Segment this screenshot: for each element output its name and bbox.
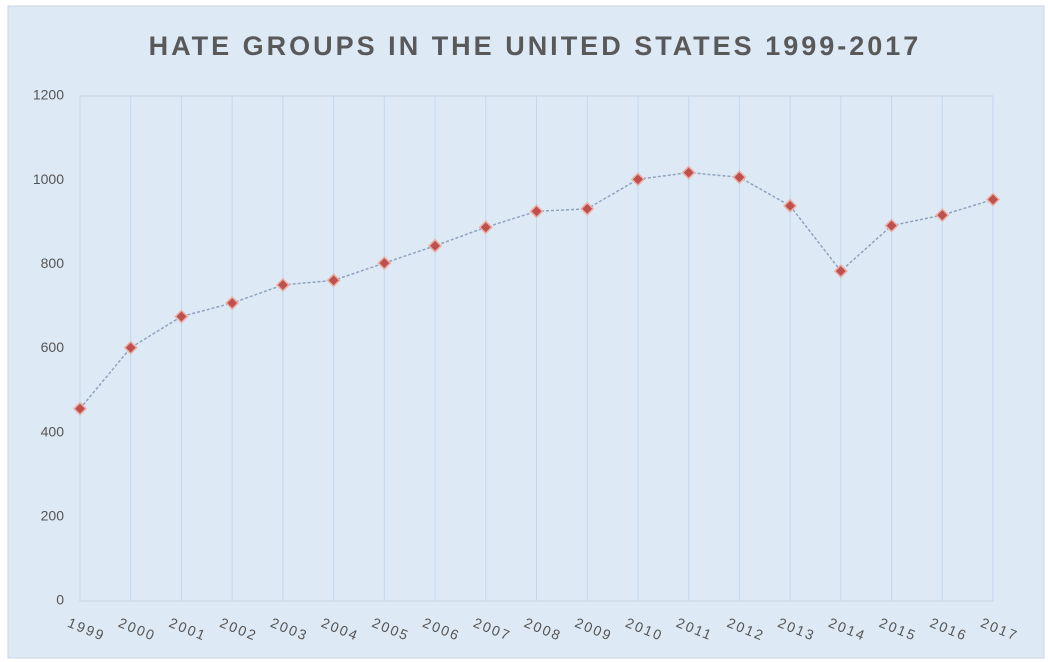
data-point: [529, 204, 544, 219]
data-point: [985, 192, 1001, 207]
chart-background: [7, 5, 1045, 659]
data-point: [275, 277, 290, 293]
y-tick-label: 1200: [33, 87, 64, 103]
data-point: [123, 340, 138, 355]
y-tick-label: 400: [41, 423, 65, 439]
chart-title: HATE GROUPS IN THE UNITED STATES 1999-20…: [149, 31, 922, 61]
y-tick-label: 600: [41, 339, 65, 355]
data-point: [833, 264, 848, 279]
y-tick-label: 200: [41, 508, 65, 524]
data-point: [478, 220, 493, 235]
data-point: [377, 256, 392, 271]
data-point: [681, 165, 696, 180]
data-point: [732, 170, 747, 185]
data-point: [630, 172, 646, 187]
data-point: [783, 198, 798, 213]
data-point: [72, 401, 88, 416]
y-tick-label: 0: [56, 592, 64, 608]
data-point: [174, 309, 189, 324]
data-point: [427, 238, 443, 253]
data-point: [225, 295, 240, 311]
data-point: [884, 218, 899, 233]
data-point: [326, 273, 341, 288]
y-tick-label: 800: [41, 255, 65, 271]
data-point: [935, 208, 950, 223]
y-tick-label: 1000: [33, 171, 64, 187]
data-point: [580, 201, 595, 216]
